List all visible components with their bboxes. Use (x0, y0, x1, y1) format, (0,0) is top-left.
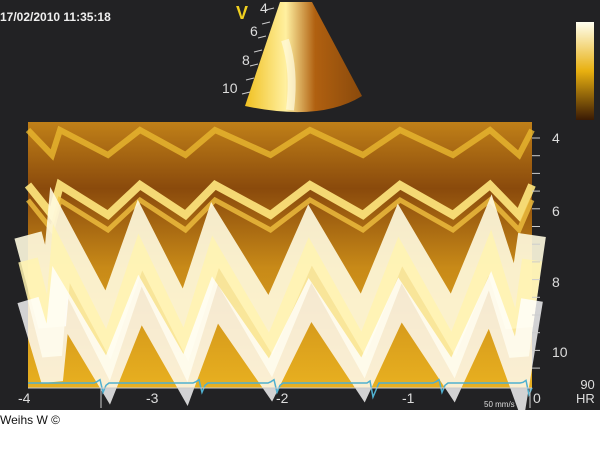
mmode-depth-6: 6 (552, 203, 560, 219)
sector-depth-10: 10 (222, 80, 238, 96)
time-label-0: 0 (533, 390, 541, 406)
color-scale-bar (576, 22, 594, 120)
sector-image (241, 2, 362, 113)
time-label-minus-3: -3 (146, 390, 159, 406)
time-label-minus-2: -2 (276, 390, 289, 406)
ultrasound-screen: 17/02/2010 11:35:18 V 4 6 8 10 (0, 0, 600, 410)
sweep-speed: 50 mm/s (484, 400, 515, 409)
heart-rate: 90 HR (576, 378, 595, 406)
wall-echo-band (18, 223, 542, 383)
sector-depth-6: 6 (250, 23, 258, 39)
time-label-minus-1: -1 (402, 390, 415, 406)
sector-depth-8: 8 (242, 52, 250, 68)
wall-echo-band (26, 196, 535, 236)
wall-echo-band (17, 265, 543, 410)
image-credit: Weihs W © (0, 413, 60, 427)
m-mode-image (14, 122, 546, 410)
view-marker: V (236, 3, 249, 23)
sector-depth-4: 4 (260, 0, 268, 16)
ecg-trace (28, 378, 533, 400)
heart-rate-value: 90 (580, 377, 595, 392)
mmode-depth-8: 8 (552, 274, 560, 290)
mmode-depth-10: 10 (552, 344, 568, 360)
time-label-minus-4: -4 (18, 390, 31, 406)
wall-echo-band (24, 178, 536, 224)
mmode-depth-4: 4 (552, 130, 560, 146)
timestamp: 17/02/2010 11:35:18 (0, 10, 111, 24)
heart-rate-label: HR (576, 391, 595, 406)
wall-echo-band (25, 125, 535, 161)
